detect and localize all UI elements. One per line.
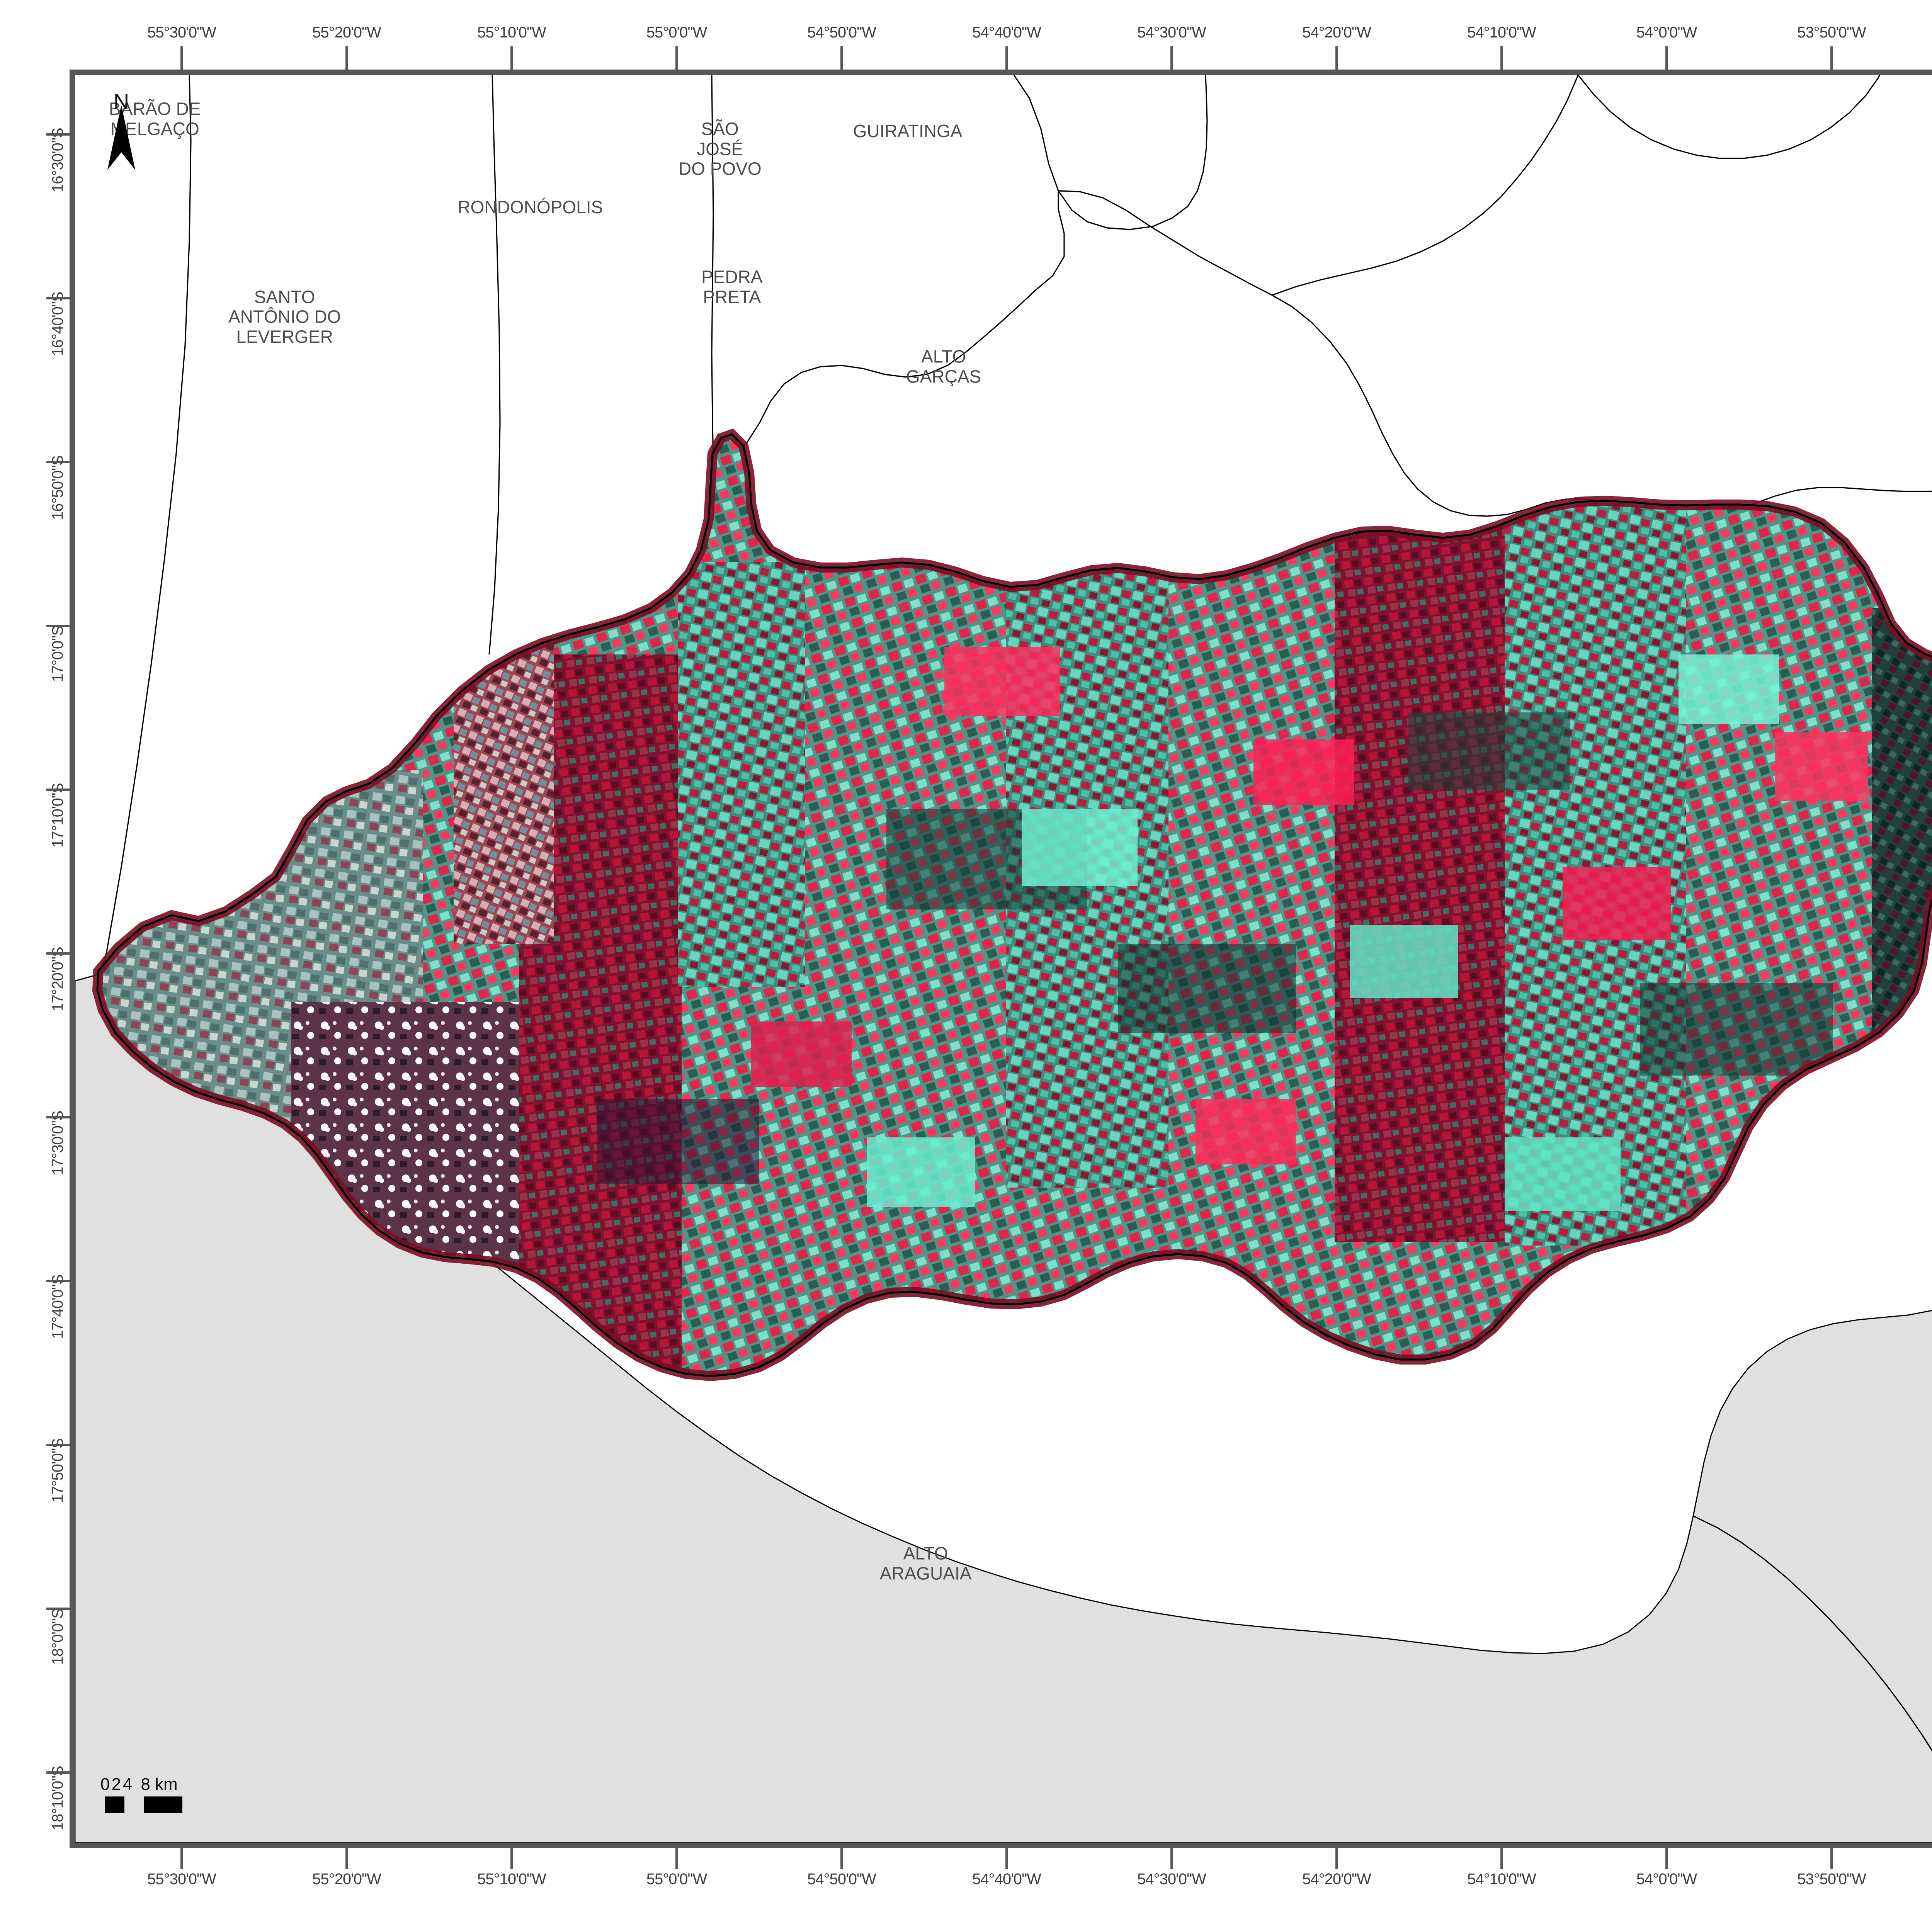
lon-tick-bottom-0: 55°30'0"W [147,1871,216,1888]
map-label-2: SANTO ANTÔNIO DO LEVERGER [228,287,341,347]
lon-tickmark-bottom-8 [1500,1848,1503,1869]
lat-tickmark-8 [46,1444,70,1446]
lat-tick-4: 17°10'0"S [49,783,66,848]
lon-tick-bottom-6: 54°30'0"W [1137,1871,1206,1888]
lat-tick-7: 17°40'0"S [49,1275,66,1339]
lon-tick-bottom-3: 55°0'0"W [646,1871,707,1888]
lon-tick-top-3: 55°0'0"W [646,24,707,41]
lat-tick-9: 18°0'0"S [49,1609,66,1665]
lat-tickmark-9 [46,1608,70,1610]
lon-tickmark-bottom-2 [510,1848,513,1869]
lon-tickmark-top-6 [1170,46,1173,70]
lon-tickmark-top-2 [510,46,513,70]
lat-tickmark-10 [46,1771,70,1774]
lat-tickmark-5 [46,952,70,955]
map-canvas[interactable]: BARÃO DE MELGAÇO RONDONÓPOLIS SANTO ANTÔNI… [75,75,1932,1843]
scale-tick-4: 4 [122,1775,133,1794]
lon-tickmark-top-8 [1500,46,1503,70]
lon-tickmark-bottom-3 [675,1848,678,1869]
lat-tickmark-0 [46,133,70,136]
lon-tick-bottom-1: 55°20'0"W [312,1871,381,1888]
scale-bar-segments [105,1796,182,1813]
scale-tick-2: 2 [111,1775,121,1794]
lon-tickmark-bottom-10 [1830,1848,1833,1869]
lon-tickmark-top-3 [675,46,678,70]
lon-tickmark-bottom-9 [1665,1848,1668,1869]
lon-tick-bottom-4: 54°50'0"W [807,1871,876,1888]
lon-tick-bottom-7: 54°20'0"W [1302,1871,1371,1888]
lon-tickmark-top-10 [1830,46,1833,70]
map-label-4: PEDRA PRETA [701,267,763,307]
lon-tickmark-top-9 [1665,46,1668,70]
lat-tickmark-7 [46,1280,70,1282]
lat-tick-1: 16°40'0"S [49,292,66,356]
lon-tick-top-7: 54°20'0"W [1302,24,1371,41]
lon-tick-top-5: 54°40'0"W [972,24,1041,41]
lon-tick-bottom-8: 54°10'0"W [1467,1871,1536,1888]
lat-tick-2: 16°50'0"S [49,455,66,520]
lon-tickmark-bottom-7 [1335,1848,1338,1869]
lat-tickmark-4 [46,789,70,791]
lon-tick-top-8: 54°10'0"W [1467,24,1536,41]
north-arrow-glyph [107,105,135,170]
lat-tickmark-1 [46,297,70,299]
scale-tick-0: 0 [100,1775,110,1794]
lat-tickmark-6 [46,1116,70,1118]
map-frame: BARÃO DE MELGAÇO RONDONÓPOLIS SANTO ANTÔNI… [70,70,1932,1848]
scale-seg-1 [105,1796,124,1813]
lat-tick-6: 17°30'0"S [49,1111,66,1175]
lon-tickmark-bottom-5 [1005,1848,1008,1869]
lat-tick-8: 17°50'0"S [49,1438,66,1503]
lon-tick-top-9: 54°0'0"W [1636,24,1697,41]
lon-tickmark-top-0 [180,46,183,70]
map-label-7: ALTO ARAGUAIA [879,1543,972,1583]
lon-tickmark-bottom-6 [1170,1848,1173,1869]
lon-tickmark-bottom-1 [345,1848,348,1869]
scale-seg-3 [144,1796,182,1813]
lon-tick-top-4: 54°50'0"W [807,24,876,41]
map-graphics [75,75,1932,1843]
scale-bar: 0 2 4 8 km [100,1775,182,1813]
lon-tick-bottom-5: 54°40'0"W [972,1871,1041,1888]
scale-seg-2 [124,1796,144,1813]
lon-tick-top-10: 53°50'0"W [1797,24,1866,41]
lat-tick-5: 17°20'0"S [49,947,66,1011]
scale-tick-8: 8 km [141,1775,178,1794]
map-label-3: SÃO JOSÉ DO POVO [678,119,762,179]
lon-tickmark-top-5 [1005,46,1008,70]
lon-tick-top-0: 55°30'0"W [147,24,216,41]
lon-tickmark-top-7 [1335,46,1338,70]
lon-tick-bottom-9: 54°0'0"W [1636,1871,1697,1888]
map-label-6: ALTO GARÇAS [906,346,981,387]
lon-tick-top-6: 54°30'0"W [1137,24,1206,41]
lon-tick-top-2: 55°10'0"W [477,24,546,41]
north-arrow-label: N [113,89,129,114]
lon-tickmark-bottom-0 [180,1848,183,1869]
lon-tick-bottom-2: 55°10'0"W [477,1871,546,1888]
north-arrow: N [98,89,145,179]
lat-tick-3: 17°0'0"S [49,626,66,682]
lon-tickmark-top-4 [840,46,843,70]
lat-tick-0: 16°30'0"S [49,128,66,192]
map-label-1: RONDONÓPOLIS [457,197,603,218]
lon-tick-top-1: 55°20'0"W [312,24,381,41]
lat-tickmark-3 [46,625,70,627]
scale-bar-labels: 0 2 4 8 km [100,1775,182,1794]
lon-tickmark-bottom-4 [840,1848,843,1869]
lat-tickmark-2 [46,461,70,463]
lon-tickmark-top-1 [345,46,348,70]
map-label-5: GUIRATINGA [853,121,963,141]
lat-tick-10: 18°10'0"S [49,1766,66,1830]
lon-tick-bottom-10: 53°50'0"W [1797,1871,1866,1888]
